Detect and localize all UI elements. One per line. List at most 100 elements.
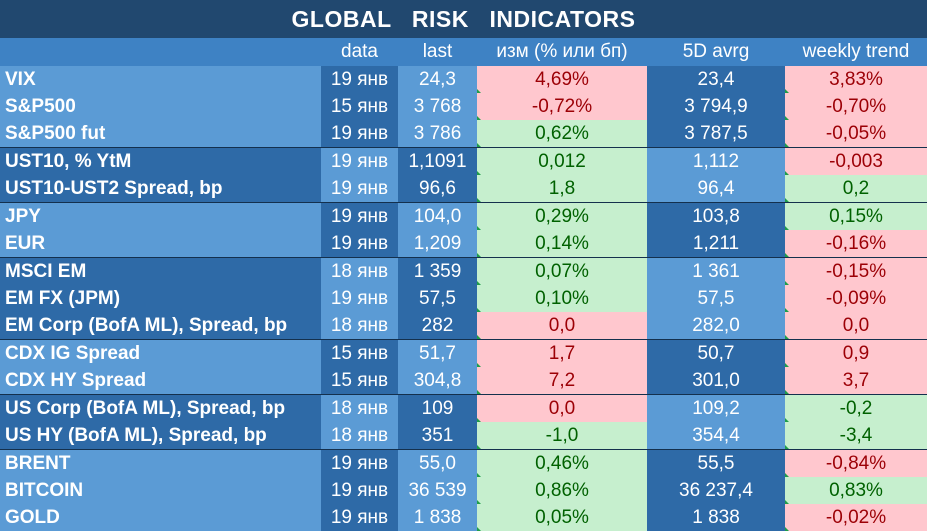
- data-date: 19 янв: [321, 120, 398, 148]
- last-value: 1 838: [398, 504, 477, 531]
- change-value: 4,69%: [477, 66, 647, 93]
- table-row: S&P500 15 янв 3 768 -0,72% 3 794,9 -0,70%: [0, 93, 927, 120]
- table-row: S&P500 fut 19 янв 3 786 0,62% 3 787,5 -0,05%: [0, 120, 927, 148]
- header-5d-avg: 5D avrg: [647, 38, 785, 66]
- indicator-name: EM Corp (BofA ML), Spread, bp: [0, 312, 321, 340]
- weekly-trend-value: -3,4: [785, 422, 927, 450]
- header-last: last: [398, 38, 477, 66]
- last-value: 1,209: [398, 230, 477, 258]
- avg-5d-value: 55,5: [647, 449, 785, 477]
- avg-5d-value: 3 787,5: [647, 120, 785, 148]
- weekly-trend-value: 0,2: [785, 175, 927, 203]
- data-date: 19 янв: [321, 202, 398, 230]
- weekly-trend-value: -0,84%: [785, 449, 927, 477]
- header-row: data last изм (% или бп) 5D avrg weekly …: [0, 38, 927, 66]
- weekly-trend-value: -0,05%: [785, 120, 927, 148]
- indicator-name: CDX HY Spread: [0, 367, 321, 395]
- weekly-trend-value: 3,83%: [785, 66, 927, 93]
- change-value: 1,8: [477, 175, 647, 203]
- table-row: BITCOIN 19 янв 36 539 0,86% 36 237,4 0,83%: [0, 477, 927, 504]
- data-date: 19 янв: [321, 175, 398, 203]
- change-value: 0,62%: [477, 120, 647, 148]
- header-name: [0, 38, 321, 66]
- weekly-trend-value: 0,0: [785, 312, 927, 340]
- table-row: VIX 19 янв 24,3 4,69% 23,4 3,83%: [0, 66, 927, 93]
- last-value: 96,6: [398, 175, 477, 203]
- indicator-name: US Corp (BofA ML), Spread, bp: [0, 394, 321, 422]
- last-value: 109: [398, 394, 477, 422]
- last-value: 304,8: [398, 367, 477, 395]
- avg-5d-value: 50,7: [647, 339, 785, 367]
- avg-5d-value: 301,0: [647, 367, 785, 395]
- last-value: 1,1091: [398, 147, 477, 175]
- weekly-trend-value: -0,15%: [785, 257, 927, 285]
- change-value: 0,86%: [477, 477, 647, 504]
- table-row: BRENT 19 янв 55,0 0,46% 55,5 -0,84%: [0, 449, 927, 477]
- data-date: 15 янв: [321, 367, 398, 395]
- last-value: 36 539: [398, 477, 477, 504]
- last-value: 57,5: [398, 285, 477, 312]
- weekly-trend-value: 0,9: [785, 339, 927, 367]
- data-date: 18 янв: [321, 257, 398, 285]
- change-value: 1,7: [477, 339, 647, 367]
- last-value: 282: [398, 312, 477, 340]
- indicator-name: GOLD: [0, 504, 321, 531]
- avg-5d-value: 282,0: [647, 312, 785, 340]
- change-value: 0,46%: [477, 449, 647, 477]
- change-value: 7,2: [477, 367, 647, 395]
- change-value: 0,07%: [477, 257, 647, 285]
- table-row: EM FX (JPM) 19 янв 57,5 0,10% 57,5 -0,09%: [0, 285, 927, 312]
- table-body: VIX 19 янв 24,3 4,69% 23,4 3,83% S&P500 15 янв 3…: [0, 66, 927, 531]
- change-value: 0,29%: [477, 202, 647, 230]
- table-row: EUR 19 янв 1,209 0,14% 1,211 -0,16%: [0, 230, 927, 258]
- change-value: -0,72%: [477, 93, 647, 120]
- last-value: 24,3: [398, 66, 477, 93]
- indicator-name: UST10, % YtM: [0, 147, 321, 175]
- change-value: 0,10%: [477, 285, 647, 312]
- avg-5d-value: 1,112: [647, 147, 785, 175]
- data-date: 19 янв: [321, 504, 398, 531]
- avg-5d-value: 96,4: [647, 175, 785, 203]
- last-value: 104,0: [398, 202, 477, 230]
- data-date: 18 янв: [321, 422, 398, 450]
- weekly-trend-value: -0,16%: [785, 230, 927, 258]
- last-value: 1 359: [398, 257, 477, 285]
- avg-5d-value: 36 237,4: [647, 477, 785, 504]
- indicator-name: S&P500: [0, 93, 321, 120]
- weekly-trend-value: -0,02%: [785, 504, 927, 531]
- change-value: 0,0: [477, 312, 647, 340]
- indicator-name: CDX IG Spread: [0, 339, 321, 367]
- header-date: data: [321, 38, 398, 66]
- weekly-trend-value: -0,70%: [785, 93, 927, 120]
- data-date: 19 янв: [321, 477, 398, 504]
- table-row: JPY 19 янв 104,0 0,29% 103,8 0,15%: [0, 202, 927, 230]
- avg-5d-value: 103,8: [647, 202, 785, 230]
- data-date: 18 янв: [321, 394, 398, 422]
- weekly-trend-value: 0,15%: [785, 202, 927, 230]
- indicator-name: BITCOIN: [0, 477, 321, 504]
- avg-5d-value: 1 361: [647, 257, 785, 285]
- avg-5d-value: 57,5: [647, 285, 785, 312]
- indicator-name: EUR: [0, 230, 321, 258]
- indicator-name: S&P500 fut: [0, 120, 321, 148]
- avg-5d-value: 354,4: [647, 422, 785, 450]
- page-title: GLOBAL RISK INDICATORS: [0, 0, 927, 38]
- avg-5d-value: 109,2: [647, 394, 785, 422]
- indicators-table: data last изм (% или бп) 5D avrg weekly …: [0, 38, 927, 531]
- table-row: GOLD 19 янв 1 838 0,05% 1 838 -0,02%: [0, 504, 927, 531]
- indicator-name: EM FX (JPM): [0, 285, 321, 312]
- indicator-name: UST10-UST2 Spread, bp: [0, 175, 321, 203]
- indicator-name: US HY (BofA ML), Spread, bp: [0, 422, 321, 450]
- indicator-name: MSCI EM: [0, 257, 321, 285]
- table-row: UST10-UST2 Spread, bp 19 янв 96,6 1,8 96,4 0,…: [0, 175, 927, 203]
- avg-5d-value: 3 794,9: [647, 93, 785, 120]
- change-value: 0,14%: [477, 230, 647, 258]
- change-value: 0,05%: [477, 504, 647, 531]
- weekly-trend-value: -0,09%: [785, 285, 927, 312]
- weekly-trend-value: 3,7: [785, 367, 927, 395]
- last-value: 351: [398, 422, 477, 450]
- change-value: 0,0: [477, 394, 647, 422]
- data-date: 19 янв: [321, 285, 398, 312]
- header-change: изм (% или бп): [477, 38, 647, 66]
- table-row: EM Corp (BofA ML), Spread, bp 18 янв 282 0,…: [0, 312, 927, 340]
